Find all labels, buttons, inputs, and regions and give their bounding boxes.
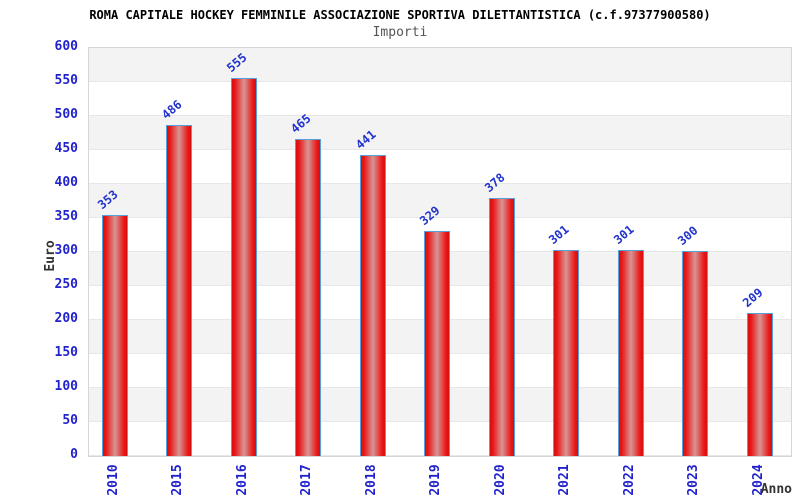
bar-2010 — [102, 215, 128, 456]
y-tick-label: 0 — [70, 447, 78, 462]
x-tick-label-2022: 2022 — [621, 464, 637, 496]
grid-band — [89, 48, 791, 82]
grid-band — [89, 150, 791, 184]
y-tick-label: 200 — [54, 311, 78, 326]
grid-band — [89, 82, 791, 116]
x-tick-label-2010: 2010 — [106, 464, 121, 496]
y-tick-label: 400 — [54, 175, 78, 190]
y-tick-label: 350 — [54, 209, 78, 224]
bar-2023 — [682, 251, 709, 456]
y-tick-label: 550 — [54, 73, 78, 88]
x-tick-label-2016: 2016 — [234, 464, 250, 496]
y-tick-label: 100 — [54, 379, 78, 394]
bar-2021 — [553, 250, 580, 456]
x-tick-label-2019: 2019 — [428, 464, 444, 496]
x-tick-label-2015: 2015 — [170, 464, 186, 496]
x-tick-label-2023: 2023 — [686, 464, 702, 496]
x-tick-label-2020: 2020 — [492, 464, 508, 496]
plot-area: 353 486 555 465 441 329 378 301 301 300 209 — [88, 47, 792, 457]
x-tick-label-2018: 2018 — [363, 464, 379, 496]
bar-2015 — [166, 125, 193, 456]
y-tick-label: 150 — [54, 345, 78, 360]
bar-2019 — [424, 231, 451, 456]
y-tick-label: 250 — [54, 277, 78, 292]
y-tick-label: 300 — [54, 243, 78, 258]
bar-2016 — [230, 78, 257, 456]
grid-band — [89, 116, 791, 150]
y-tick-label: 450 — [54, 141, 78, 156]
grid-band — [89, 184, 791, 218]
bar-2022 — [617, 250, 644, 456]
y-tick-label: 600 — [54, 39, 78, 54]
x-tick-label-2021: 2021 — [557, 464, 573, 496]
chart-subtitle: Importi — [372, 25, 428, 40]
chart-title: ROMA CAPITALE HOCKEY FEMMINILE ASSOCIAZI… — [89, 8, 711, 22]
y-tick-label: 500 — [54, 107, 78, 122]
bar-2020 — [488, 198, 515, 456]
bar-2024 — [746, 313, 773, 456]
x-tick-label-2017: 2017 — [299, 464, 315, 496]
x-axis-label: Anno — [760, 482, 792, 497]
bar-2017 — [295, 139, 322, 456]
y-tick-label: 50 — [62, 413, 78, 428]
bar-2018 — [359, 155, 386, 456]
